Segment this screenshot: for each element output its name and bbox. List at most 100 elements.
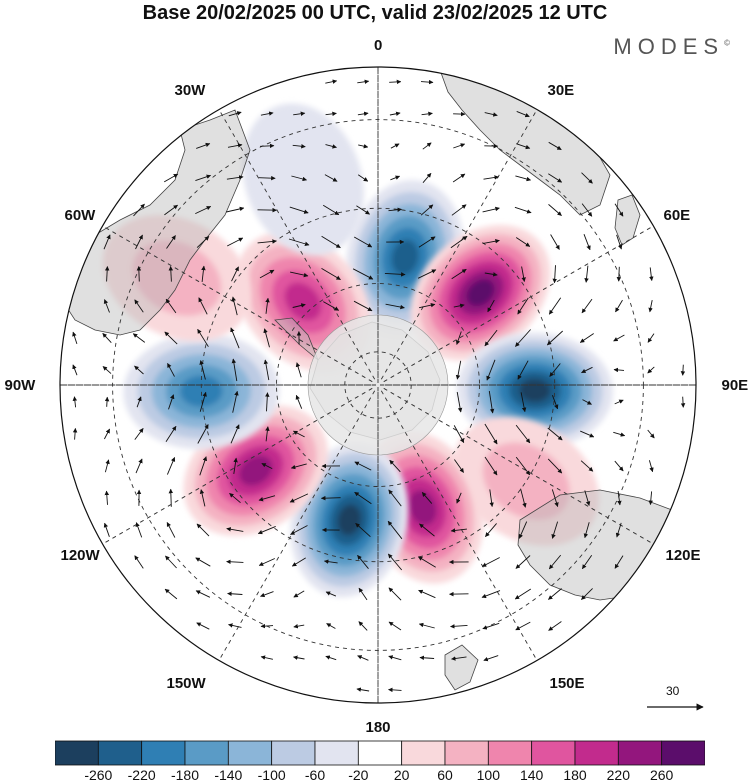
brand-name: MODES [613, 34, 725, 59]
colorbar-tick-label: -180 [170, 767, 200, 783]
wind-vector [323, 559, 338, 564]
wind-vector [72, 396, 78, 408]
wind-vector [289, 493, 309, 503]
wind-vector [260, 623, 274, 629]
wind-vector [290, 463, 307, 470]
wind-vector [418, 236, 436, 248]
wind-vector [453, 303, 465, 308]
wind-vector [384, 272, 406, 277]
wind-vector [551, 521, 559, 539]
wind-vector [390, 175, 401, 181]
wind-vector [260, 591, 274, 598]
wind-vector [518, 521, 528, 539]
wind-vector [356, 687, 370, 692]
wind-vector [195, 557, 211, 567]
meridian [212, 390, 376, 671]
wind-vector [551, 395, 559, 410]
wind-vector [357, 111, 369, 117]
wind-vector [322, 204, 340, 216]
wind-vector [135, 458, 143, 474]
brand-logo: MODES© [613, 34, 730, 60]
wind-vector [680, 396, 686, 408]
wind-vector [616, 234, 623, 250]
anomaly-contour [466, 279, 495, 307]
wind-vector [486, 359, 496, 381]
wind-vector [584, 490, 591, 506]
wind-vector [389, 459, 401, 473]
wind-vector [136, 266, 142, 282]
wind-vector [321, 235, 341, 249]
wind-vector [102, 332, 112, 344]
wind-vector [388, 207, 402, 212]
wind-vector [132, 333, 146, 343]
wind-vector [103, 234, 111, 250]
wind-vector [548, 173, 563, 183]
wind-vector [484, 272, 498, 277]
wind-vector [199, 360, 206, 380]
wind-vector [231, 266, 239, 282]
wind-vector [290, 525, 308, 535]
wind-vector [581, 366, 593, 374]
wind-vector [134, 365, 144, 375]
wind-vector [550, 234, 560, 250]
wind-vector [325, 655, 337, 661]
wind-vector [293, 655, 305, 660]
wind-vector [233, 457, 238, 474]
wind-vector [197, 424, 209, 444]
anomaly-contour [391, 239, 419, 276]
wind-vector [232, 390, 239, 413]
wind-vector [647, 366, 655, 374]
wind-vector [72, 331, 78, 345]
wind-vector [195, 174, 212, 182]
colorbar-swatch [97, 740, 143, 766]
wind-vector [517, 360, 529, 380]
wind-vector [104, 490, 110, 505]
wind-vector [484, 329, 498, 347]
wind-vector [323, 301, 340, 311]
wind-vector [199, 391, 207, 412]
wind-vector [198, 297, 208, 315]
wind-vector [450, 528, 467, 533]
colorbar-tick-label: 220 [606, 767, 631, 783]
wind-vector [104, 459, 110, 473]
colorbar-swatch [617, 740, 663, 766]
meridian [383, 387, 664, 551]
polar-map [59, 66, 697, 704]
wind-vector [581, 172, 593, 184]
wind-vector [613, 431, 626, 437]
colorbar-swatch [314, 740, 359, 766]
wind-vector [133, 203, 145, 217]
wind-vector [584, 265, 589, 283]
wind-vector [418, 589, 436, 599]
wind-vector [421, 492, 433, 504]
longitude-label: 30E [547, 81, 575, 99]
wind-vector [263, 359, 270, 381]
wind-vector [421, 111, 433, 117]
colorbar-swatch [661, 740, 705, 766]
meridian [92, 387, 373, 551]
wind-vector [487, 299, 495, 313]
wind-vector [352, 268, 374, 280]
wind-vector [451, 204, 467, 216]
colorbar-swatch [487, 740, 533, 766]
wind-vector [547, 458, 563, 474]
wind-vector [104, 428, 110, 440]
colorbar-swatch [357, 740, 403, 766]
wind-vector [326, 623, 336, 629]
wind-vector [649, 267, 654, 282]
wind-vector [201, 265, 206, 282]
wind-vector [168, 394, 175, 410]
wind-vector [164, 204, 178, 216]
wind-vector [515, 424, 531, 444]
wind-vector [265, 297, 270, 314]
wind-vector [551, 489, 559, 508]
wind-vector [230, 327, 240, 349]
wind-vector [164, 331, 178, 345]
wind-vector [484, 456, 498, 476]
wind-vector [259, 269, 275, 279]
longitude-label: 90W [4, 376, 36, 394]
wind-vector [195, 205, 212, 215]
madagascar-land [614, 194, 641, 246]
wind-vector [419, 655, 435, 661]
wind-vector [581, 588, 593, 600]
